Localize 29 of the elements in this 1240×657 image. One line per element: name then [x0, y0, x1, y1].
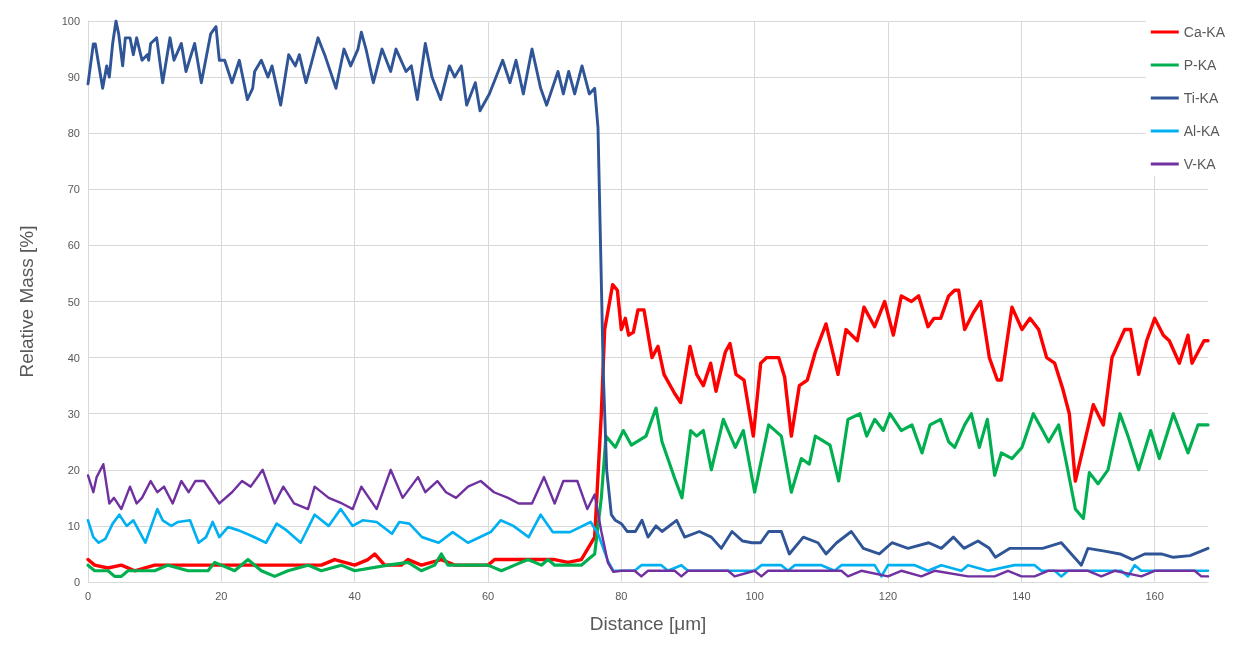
y-axis-title: Relative Mass [%] — [16, 225, 37, 378]
x-tick-label: 60 — [481, 589, 495, 602]
y-tick-label: 40 — [67, 351, 80, 364]
x-tick-label: 20 — [215, 589, 228, 602]
line-series — [86, 462, 1210, 578]
y-tick-label: 0 — [73, 576, 80, 588]
x-tick-label: 160 — [1145, 589, 1164, 602]
y-tick-label: 20 — [67, 463, 80, 476]
legend-label: Al-KA — [1183, 123, 1221, 139]
x-tick-label: 100 — [745, 589, 764, 602]
legend-label: P-KA — [1183, 57, 1218, 73]
y-tick-label: 100 — [61, 15, 80, 27]
legend-label: V-KA — [1183, 156, 1217, 172]
y-tick-label: 60 — [67, 239, 80, 252]
y-tick-label: 70 — [67, 183, 80, 196]
legend-label: Ca-KA — [1183, 24, 1226, 40]
line-series — [86, 406, 1210, 578]
y-tick-label: 10 — [67, 519, 80, 532]
x-tick-label: 140 — [1012, 589, 1031, 602]
legend-label: Ti-KA — [1183, 90, 1219, 106]
x-tick-label: 0 — [84, 589, 92, 602]
x-tick-label: 120 — [878, 589, 898, 602]
x-tick-label: 80 — [615, 589, 628, 602]
x-axis-title: Distance [μm] — [589, 613, 707, 634]
x-tick-label: 40 — [348, 589, 361, 602]
y-tick-label: 80 — [67, 127, 80, 140]
y-tick-label: 90 — [67, 71, 80, 84]
y-tick-label: 50 — [67, 295, 80, 308]
y-tick-label: 30 — [67, 407, 80, 420]
